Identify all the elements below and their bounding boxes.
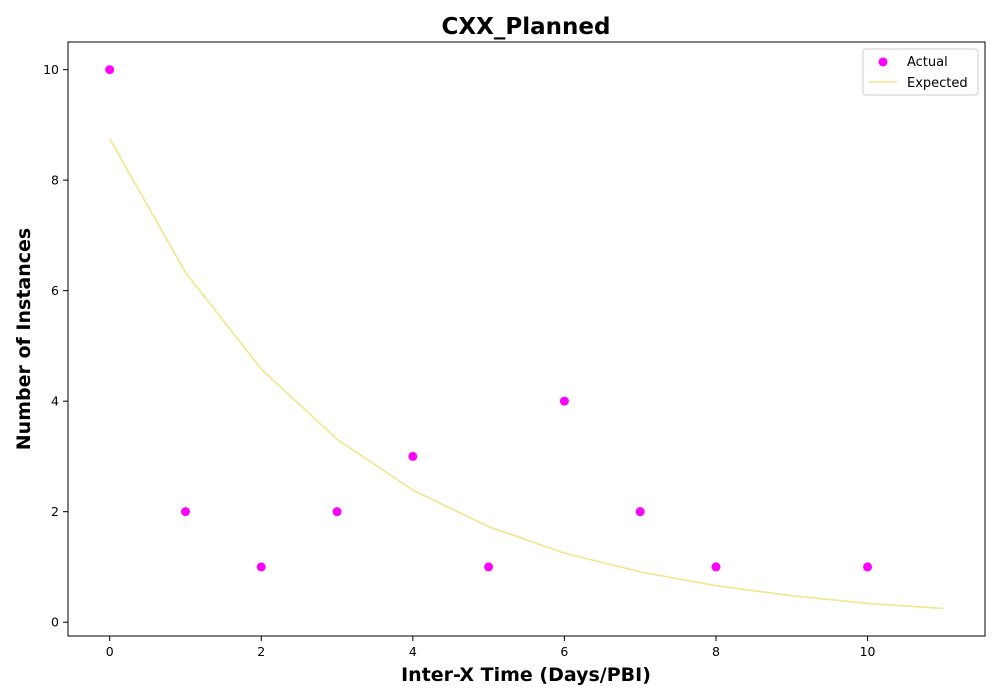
x-tick-label: 4: [409, 644, 417, 659]
actual-data-point: [863, 562, 873, 572]
x-axis-label: Inter-X Time (Days/PBI): [401, 664, 651, 686]
legend-marker-actual: [878, 57, 888, 67]
actual-data-point: [408, 451, 418, 461]
chart-title: CXX_Planned: [442, 14, 611, 40]
x-tick-label: 8: [712, 644, 720, 659]
x-tick-label: 10: [860, 644, 876, 659]
actual-data-point: [180, 507, 190, 517]
actual-data-point: [332, 507, 342, 517]
legend-label-actual: Actual: [907, 55, 948, 70]
actual-data-point: [256, 562, 266, 572]
actual-data-point: [711, 562, 721, 572]
actual-data-point: [635, 507, 645, 517]
actual-data-point: [484, 562, 494, 572]
legend-box: [862, 48, 979, 96]
y-tick-label: 2: [51, 504, 59, 519]
y-tick-label: 0: [51, 615, 59, 630]
x-tick-label: 0: [106, 644, 114, 659]
actual-data-point: [105, 65, 115, 75]
y-axis-label: Number of Instances: [13, 228, 35, 450]
x-tick-label: 2: [257, 644, 265, 659]
plot-frame: [67, 41, 986, 637]
legend: Actual Expected: [862, 48, 979, 96]
plot-area: 0 2 4 6 8 10 0 2 4 6 8 10: [43, 41, 986, 659]
actual-data-point: [559, 396, 569, 406]
y-tick-label: 10: [43, 62, 59, 77]
x-tick-label: 6: [560, 644, 568, 659]
y-tick-label: 6: [51, 283, 59, 298]
legend-label-expected: Expected: [907, 76, 968, 91]
y-tick-label: 8: [51, 173, 59, 188]
expected-series-line: [109, 138, 944, 610]
y-tick-label: 4: [51, 394, 59, 409]
